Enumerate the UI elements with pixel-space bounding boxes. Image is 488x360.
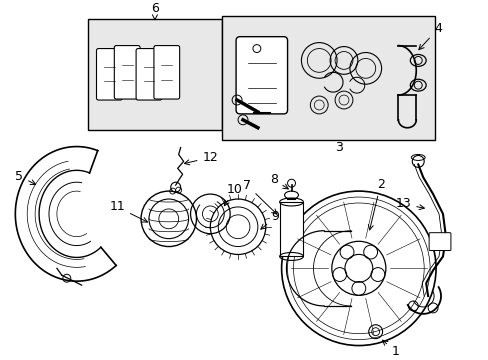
- FancyBboxPatch shape: [114, 46, 140, 99]
- Text: 11: 11: [109, 201, 147, 222]
- Text: 10: 10: [224, 183, 243, 206]
- Text: 3: 3: [334, 141, 342, 154]
- Text: 12: 12: [184, 151, 218, 165]
- FancyBboxPatch shape: [154, 46, 179, 99]
- FancyBboxPatch shape: [96, 49, 122, 100]
- Text: 13: 13: [395, 198, 424, 211]
- FancyBboxPatch shape: [236, 37, 287, 114]
- FancyBboxPatch shape: [428, 233, 450, 251]
- Bar: [279, 202, 303, 256]
- Text: 8: 8: [269, 173, 288, 189]
- Text: 1: 1: [382, 340, 399, 358]
- Text: 2: 2: [367, 178, 384, 230]
- FancyBboxPatch shape: [136, 49, 162, 100]
- Bar: [222, 16, 434, 140]
- Text: 4: 4: [418, 22, 441, 50]
- Bar: [87, 19, 222, 130]
- Text: 7: 7: [243, 179, 276, 214]
- Text: 5: 5: [15, 170, 36, 184]
- Text: 6: 6: [151, 3, 159, 20]
- Text: 9: 9: [260, 210, 279, 229]
